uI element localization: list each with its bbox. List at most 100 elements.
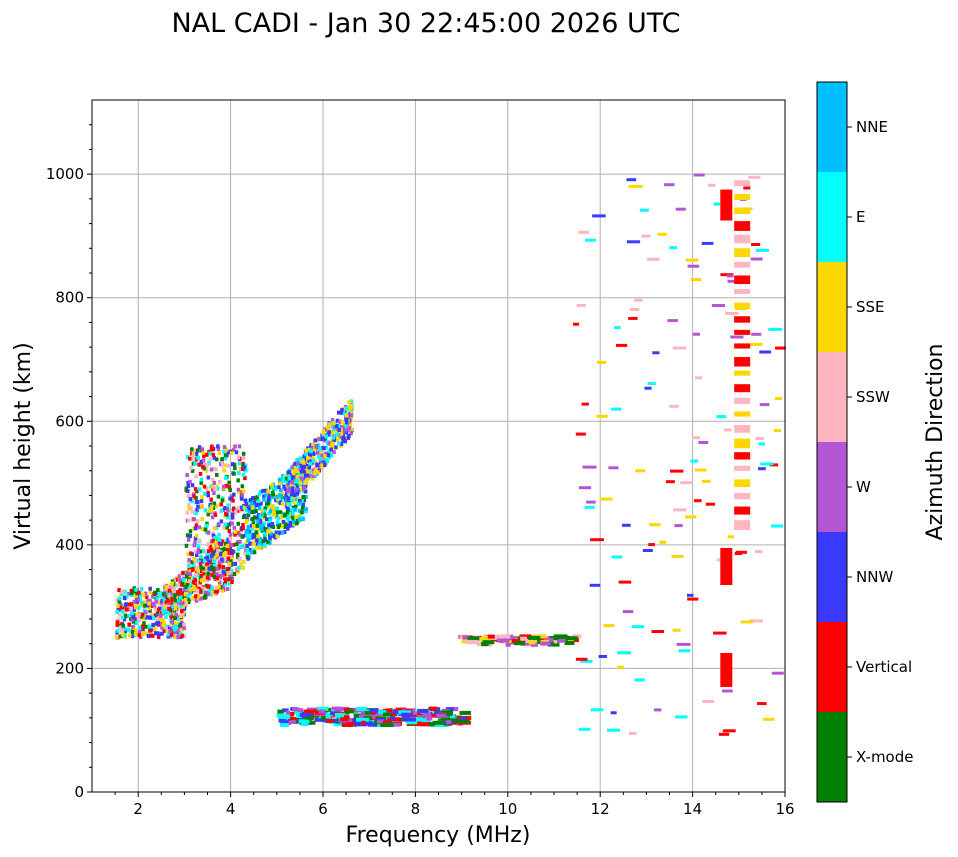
data-point (229, 559, 233, 564)
data-point (231, 462, 235, 467)
data-point (266, 489, 270, 494)
data-point (284, 493, 289, 498)
data-point (196, 543, 200, 548)
data-point (750, 257, 763, 261)
data-point (254, 496, 258, 501)
data-column (720, 189, 733, 221)
data-point (634, 298, 643, 302)
data-point (277, 714, 290, 719)
data-point (229, 543, 234, 547)
data-point (344, 424, 349, 429)
data-point (132, 586, 136, 591)
data-point (318, 709, 325, 714)
data-point (286, 517, 291, 522)
data-point (156, 608, 160, 613)
data-point (193, 540, 197, 545)
data-point (279, 488, 283, 493)
data-point (298, 501, 303, 506)
data-point (219, 519, 224, 524)
data-point (214, 525, 219, 530)
x-axis-ticks: 2 4 6 8 10 12 14 16 (114, 792, 795, 818)
data-point (271, 508, 276, 513)
data-point (161, 592, 166, 597)
data-point (303, 489, 308, 494)
data-point (341, 438, 345, 443)
data-point (215, 504, 219, 509)
data-point (218, 580, 222, 585)
data-point (172, 627, 177, 632)
data-point (234, 450, 239, 455)
data-point (186, 552, 190, 557)
data-point (269, 531, 273, 536)
data-point (228, 532, 233, 537)
data-point (222, 445, 227, 450)
data-point (659, 540, 667, 544)
data-point (213, 486, 218, 490)
data-point (230, 576, 234, 581)
data-point (758, 467, 766, 471)
data-point (262, 509, 267, 514)
data-point (356, 707, 367, 711)
data-point (204, 523, 209, 528)
data-point (590, 538, 604, 542)
data-point (290, 497, 294, 502)
data-point (199, 477, 204, 482)
data-point (621, 523, 631, 527)
data-point (592, 214, 606, 218)
data-point (130, 611, 135, 616)
data-point (210, 553, 214, 558)
data-point (251, 542, 256, 547)
data-point (174, 577, 178, 582)
data-point (326, 432, 330, 437)
data-point (295, 714, 302, 718)
data-point (261, 488, 265, 493)
data-point (301, 503, 306, 507)
data-point (259, 526, 263, 531)
data-point (189, 581, 194, 586)
data-point (236, 547, 241, 551)
data-point (154, 599, 158, 604)
data-point (218, 575, 223, 580)
data-point (194, 500, 199, 505)
data-point (227, 550, 231, 555)
data-point (153, 590, 157, 595)
data-point (193, 536, 198, 541)
data-point (222, 547, 227, 552)
data-point (125, 607, 129, 612)
data-point (203, 595, 207, 600)
data-point (172, 591, 177, 595)
data-point (266, 501, 271, 506)
data-point (690, 278, 702, 282)
data-point (243, 498, 248, 503)
data-point (707, 183, 716, 187)
data-point (203, 527, 208, 532)
data-point (277, 493, 282, 498)
data-point (734, 411, 751, 417)
data-point (755, 437, 765, 441)
data-point (160, 618, 164, 622)
data-point (773, 429, 782, 433)
data-point (313, 447, 317, 452)
data-point (115, 623, 119, 627)
data-point (367, 722, 378, 727)
data-point (272, 513, 277, 518)
data-point (274, 498, 278, 503)
data-point (211, 533, 216, 538)
data-point (182, 626, 186, 631)
data-point (191, 563, 196, 568)
data-point (226, 508, 230, 513)
data-point (199, 480, 203, 485)
data-point (701, 479, 711, 483)
data-point (694, 376, 703, 380)
colorbar-label: Azimuth Direction (923, 343, 948, 540)
data-point (278, 480, 283, 485)
data-point (286, 526, 290, 531)
data-point (118, 612, 122, 617)
data-point (687, 593, 694, 597)
data-point (199, 573, 203, 578)
data-point (323, 436, 327, 441)
data-point (188, 572, 193, 576)
data-point (361, 720, 366, 725)
data-point (173, 630, 178, 635)
data-point (227, 561, 232, 566)
